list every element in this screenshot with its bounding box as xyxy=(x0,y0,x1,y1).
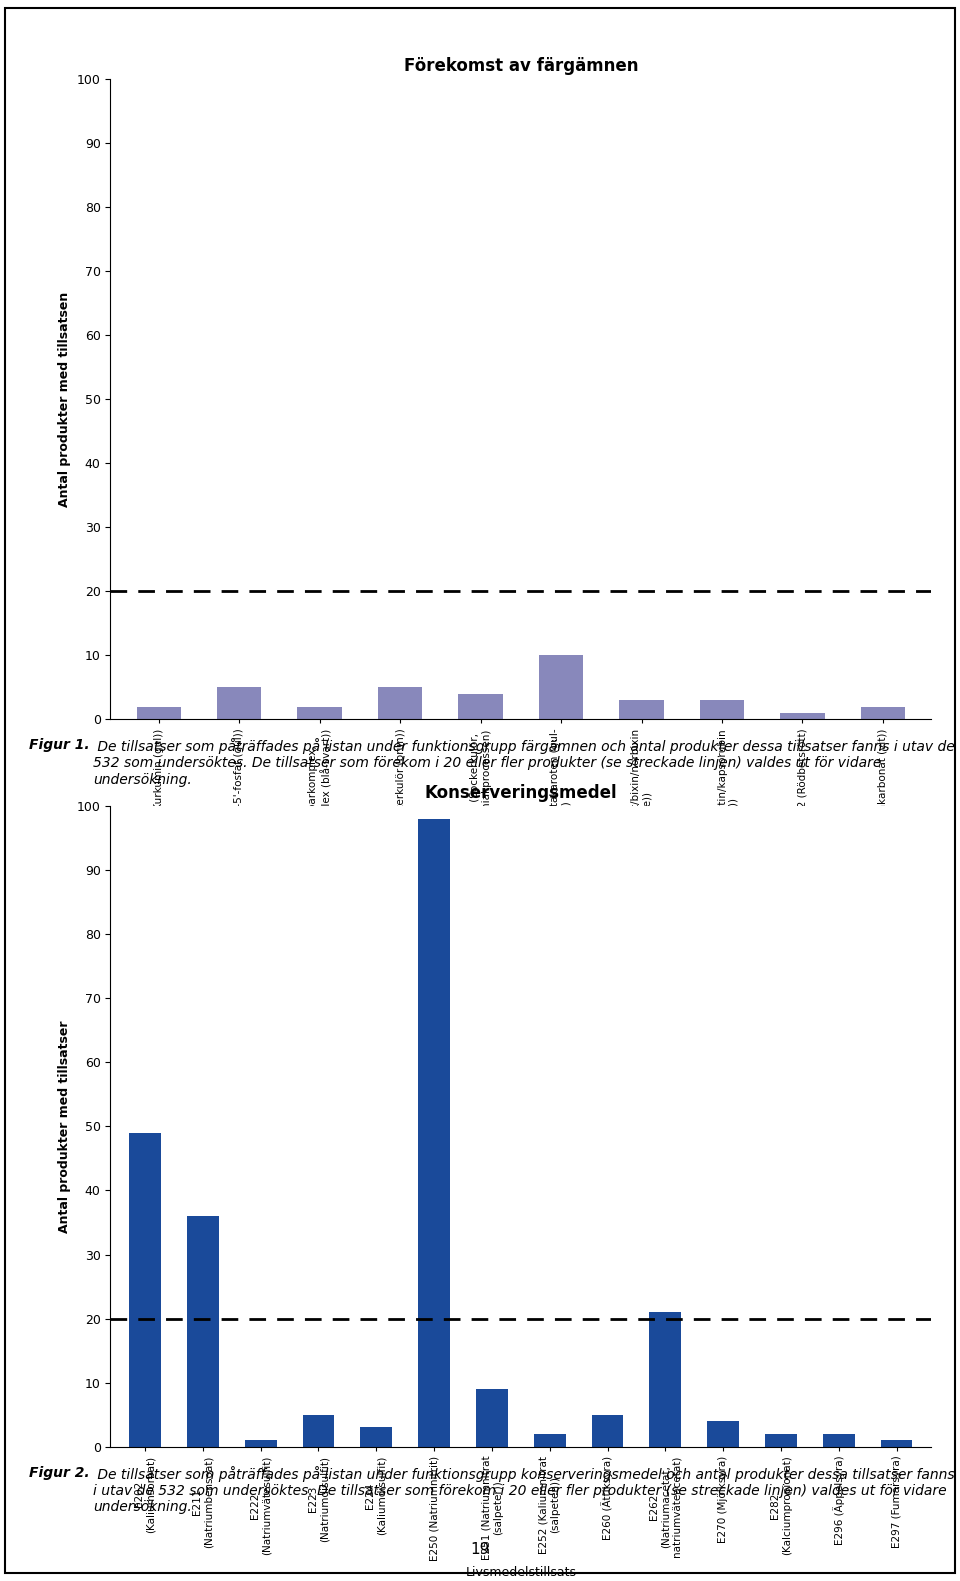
Bar xyxy=(861,707,905,719)
Bar xyxy=(217,688,261,719)
Bar xyxy=(298,707,342,719)
Text: De tillsatser som påträffades på listan under funktionsgrupp konserveringsmedel : De tillsatser som påträffades på listan … xyxy=(93,1466,955,1515)
Bar xyxy=(187,1216,219,1447)
Bar xyxy=(700,700,744,719)
Title: Konserveringsmedel: Konserveringsmedel xyxy=(424,784,617,802)
Text: Figur 1.: Figur 1. xyxy=(29,738,89,753)
Text: De tillsatser som påträffades på listan under funktionsgrupp färgämnen och antal: De tillsatser som påträffades på listan … xyxy=(93,738,955,787)
Bar xyxy=(476,1390,508,1447)
Text: 19: 19 xyxy=(470,1543,490,1557)
Bar xyxy=(534,1434,565,1447)
Text: Figur 2.: Figur 2. xyxy=(29,1466,89,1480)
Bar xyxy=(130,1134,161,1447)
Bar xyxy=(619,700,663,719)
Bar xyxy=(649,1312,682,1447)
X-axis label: Livsmedelstillsats: Livsmedelstillsats xyxy=(466,953,576,966)
Bar xyxy=(136,707,180,719)
Title: Förekomst av färgämnen: Förekomst av färgämnen xyxy=(403,57,638,74)
Bar xyxy=(880,1440,912,1447)
Bar xyxy=(780,713,825,719)
Bar xyxy=(419,819,450,1447)
Bar xyxy=(360,1428,393,1447)
Bar xyxy=(539,655,583,719)
Bar xyxy=(245,1440,276,1447)
Bar xyxy=(591,1415,623,1447)
X-axis label: Livsmedelstillsats: Livsmedelstillsats xyxy=(466,1567,576,1579)
Y-axis label: Antal produkter med tillsatser: Antal produkter med tillsatser xyxy=(59,1020,71,1233)
Bar xyxy=(302,1415,334,1447)
Bar xyxy=(708,1421,739,1447)
Y-axis label: Antal produkter med tillsatsen: Antal produkter med tillsatsen xyxy=(59,291,71,508)
Bar xyxy=(765,1434,797,1447)
Bar xyxy=(378,688,422,719)
Bar xyxy=(459,694,503,719)
Bar xyxy=(823,1434,854,1447)
